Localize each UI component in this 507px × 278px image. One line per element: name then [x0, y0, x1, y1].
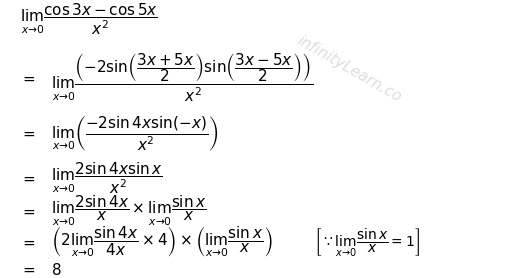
Text: $\lim_{x\to 0}\dfrac{\cos 3x - \cos 5x}{x^2}$: $\lim_{x\to 0}\dfrac{\cos 3x - \cos 5x}{…: [20, 2, 158, 37]
Text: infinityLearn.co: infinityLearn.co: [294, 33, 404, 105]
Text: $\lim_{x\to 0}\left(\dfrac{-2\sin 4x\sin(-x)}{x^2}\right)$: $\lim_{x\to 0}\left(\dfrac{-2\sin 4x\sin…: [51, 114, 218, 153]
Text: $=$: $=$: [20, 234, 37, 249]
Text: $\lim_{x\to 0}\dfrac{2\sin 4x}{x}\times\lim_{x\to 0}\dfrac{\sin x}{x}$: $\lim_{x\to 0}\dfrac{2\sin 4x}{x}\times\…: [51, 194, 206, 228]
Text: $\left[\because\lim_{x\to 0}\dfrac{\sin x}{x}=1\right]$: $\left[\because\lim_{x\to 0}\dfrac{\sin …: [314, 226, 420, 258]
Text: $=$: $=$: [20, 126, 37, 141]
Text: $\left(2\lim_{x\to 0}\dfrac{\sin 4x}{4x}\times 4\right)\times\left(\lim_{x\to 0}: $\left(2\lim_{x\to 0}\dfrac{\sin 4x}{4x}…: [51, 224, 272, 259]
Text: $=$: $=$: [20, 170, 37, 185]
Text: $=$: $=$: [20, 204, 37, 219]
Text: $=$: $=$: [20, 70, 37, 85]
Text: $\lim_{x\to 0}\dfrac{\left(-2\sin\!\left(\dfrac{3x+5x}{2}\right)\sin\!\left(\dfr: $\lim_{x\to 0}\dfrac{\left(-2\sin\!\left…: [51, 52, 313, 104]
Text: $8$: $8$: [51, 262, 61, 278]
Text: $=$: $=$: [20, 262, 37, 277]
Text: $\lim_{x\to 0}\dfrac{2\sin 4x\sin x}{x^2}$: $\lim_{x\to 0}\dfrac{2\sin 4x\sin x}{x^2…: [51, 160, 162, 196]
